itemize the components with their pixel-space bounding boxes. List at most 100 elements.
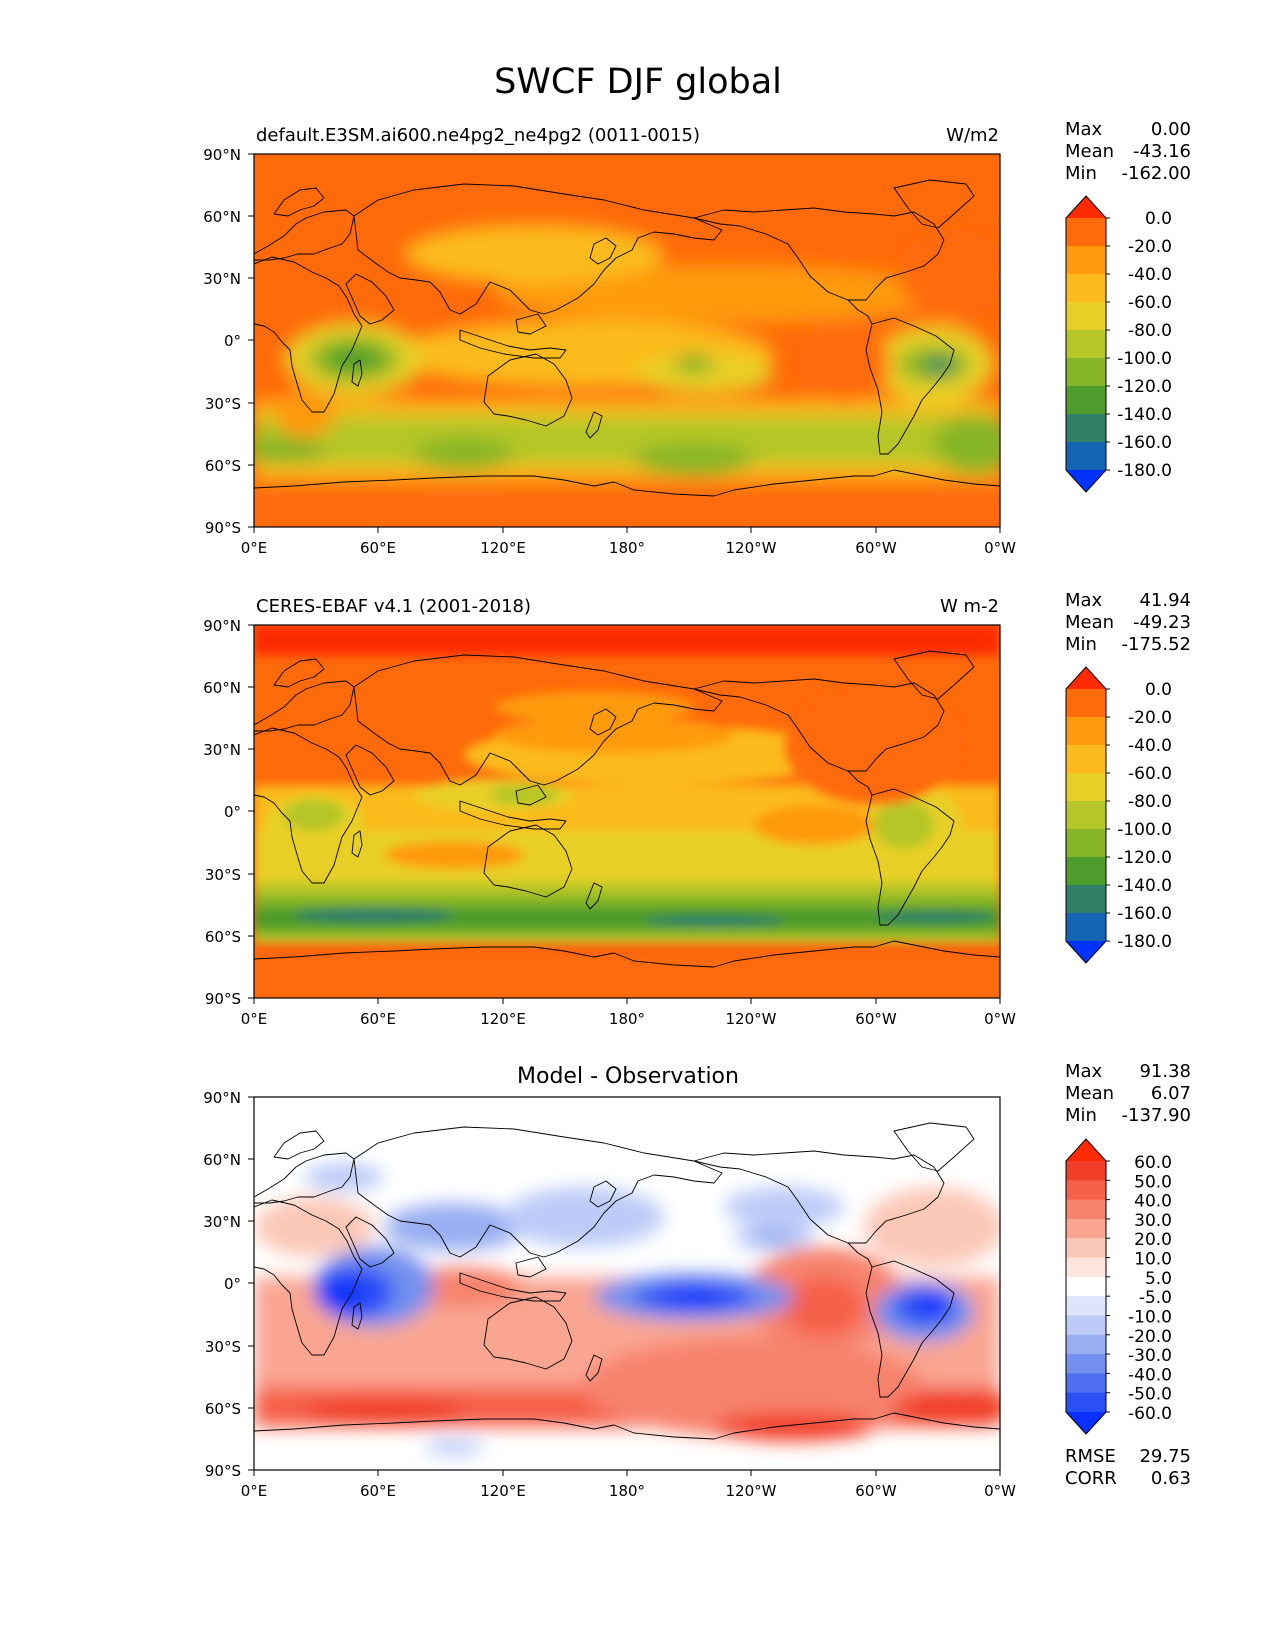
stat-value-rmse: 29.75 <box>1139 1446 1191 1467</box>
colorbar-segment <box>1066 1180 1106 1201</box>
colorbar-segment <box>1066 1276 1106 1297</box>
colorbar-segment <box>1066 1199 1106 1220</box>
colorbar-tick-label: -160.0 <box>1117 433 1172 453</box>
stat-label-min: Min <box>1065 634 1097 655</box>
panel-test: default.E3SM.ai600.ne4pg2_ne4pg2 (0011-0… <box>203 119 1191 557</box>
panel-reference: CERES-EBAF v4.1 (2001-2018) W m-2 <box>203 590 1191 1028</box>
map-difference-field <box>254 1097 1000 1455</box>
colorbar-tick-label: -5.0 <box>1139 1288 1172 1308</box>
colorbar-segment <box>1066 885 1106 914</box>
x-tick-label: 120°E <box>480 1482 526 1500</box>
x-tick-label: 180° <box>609 539 645 557</box>
colorbar-segment <box>1066 1161 1106 1181</box>
stat-value-mean: -49.23 <box>1133 612 1191 633</box>
colorbar-segment <box>1066 1354 1106 1374</box>
colorbar-segment <box>1066 1315 1106 1336</box>
colorbar-segment <box>1066 801 1106 830</box>
stat-label-mean: Mean <box>1065 612 1114 633</box>
colorbar-segment <box>1066 246 1106 275</box>
stat-value-mean: -43.16 <box>1133 141 1191 162</box>
x-tick-label: 120°W <box>726 539 777 557</box>
colorbar-tick-label: -10.0 <box>1128 1307 1172 1327</box>
map-test-x-axis: 0°E 60°E 120°E 180° 120°W 60°W 0°W <box>241 527 1016 557</box>
colorbar-segment <box>1066 829 1106 858</box>
colorbar-tick-label: -40.0 <box>1128 736 1172 756</box>
colorbar-segment <box>1066 1296 1106 1316</box>
x-tick-label: 0°W <box>984 1482 1016 1500</box>
x-tick-label: 60°W <box>855 1482 897 1500</box>
stat-label-min: Min <box>1065 1105 1097 1126</box>
x-tick-label: 0°E <box>241 539 268 557</box>
map-test <box>254 154 1000 527</box>
y-tick-label: 60°N <box>203 208 241 226</box>
y-tick-label: 60°S <box>205 1400 241 1418</box>
colorbar-reference: 0.0 -20.0 -40.0 -60.0 -80.0 -100.0 -120.0 -140.… <box>1065 666 1172 964</box>
colorbar-tick-label: 5.0 <box>1145 1269 1172 1289</box>
colorbar-tick-label: -120.0 <box>1117 848 1172 868</box>
stat-label-max: Max <box>1065 119 1103 140</box>
colorbar-tick-label: -100.0 <box>1117 349 1172 369</box>
colorbar-tick-label: -60.0 <box>1128 293 1172 313</box>
colorbar-segment <box>1066 1218 1106 1239</box>
stat-value-max: 0.00 <box>1151 119 1191 140</box>
colorbar-extend-max <box>1066 667 1106 689</box>
colorbar-segment <box>1066 330 1106 359</box>
y-tick-label: 60°N <box>203 1151 241 1169</box>
colorbar-segment <box>1066 773 1106 802</box>
x-tick-label: 0°E <box>241 1482 268 1500</box>
panel-reference-right-title: W m-2 <box>940 596 999 617</box>
y-tick-label: 30°S <box>205 395 241 413</box>
colorbar-tick-label: -120.0 <box>1117 377 1172 397</box>
colorbar-tick-label: -60.0 <box>1128 1404 1172 1424</box>
colorbar-tick-label: -140.0 <box>1117 876 1172 896</box>
stat-label-max: Max <box>1065 590 1103 611</box>
colorbar-tick-label: -20.0 <box>1128 708 1172 728</box>
colorbar-tick-label: -180.0 <box>1117 461 1172 481</box>
y-tick-label: 0° <box>224 1275 241 1293</box>
stat-value-mean: 6.07 <box>1151 1083 1191 1104</box>
stat-value-min: -137.90 <box>1122 1105 1191 1126</box>
colorbar-segment <box>1066 1257 1106 1278</box>
y-tick-label: 90°N <box>203 146 241 164</box>
colorbar-tick-label: 0.0 <box>1145 209 1172 229</box>
map-reference-x-axis: 0°E 60°E 120°E 180° 120°W 60°W 0°W <box>241 998 1016 1028</box>
colorbar-segment <box>1066 386 1106 415</box>
y-tick-label: 90°S <box>205 990 241 1008</box>
y-tick-label: 0° <box>224 332 241 350</box>
stat-label-rmse: RMSE <box>1065 1446 1116 1467</box>
panel-test-right-title: W/m2 <box>946 125 999 146</box>
colorbar-segment <box>1066 1334 1106 1355</box>
colorbar-extend-min <box>1066 1412 1106 1434</box>
y-tick-label: 90°N <box>203 1089 241 1107</box>
colorbar-tick-label: -30.0 <box>1128 1346 1172 1366</box>
y-tick-label: 30°N <box>203 741 241 759</box>
stat-label-min: Min <box>1065 163 1097 184</box>
colorbar-tick-label: 20.0 <box>1134 1230 1172 1250</box>
panel-reference-left-title: CERES-EBAF v4.1 (2001-2018) <box>256 596 531 617</box>
colorbar-tick-label: -80.0 <box>1128 792 1172 812</box>
y-tick-label: 30°N <box>203 270 241 288</box>
figure-title: SWCF DJF global <box>494 62 782 102</box>
map-difference-y-axis: 90°N 60°N 30°N 0° 30°S 60°S 90°S <box>203 1089 254 1480</box>
y-tick-label: 90°S <box>205 519 241 537</box>
colorbar-extend-max <box>1066 196 1106 218</box>
colorbar-segment <box>1066 274 1106 303</box>
map-reference-field <box>254 625 1000 998</box>
colorbar-difference: 60.050.040.030.020.010.05.0-5.0-10.0-20.… <box>1065 1138 1172 1435</box>
y-tick-label: 60°N <box>203 679 241 697</box>
colorbar-test: 0.0 -20.0 -40.0 -60.0 -80.0 -100.0 -120.0 -140.… <box>1065 195 1172 493</box>
colorbar-extend-max <box>1066 1139 1106 1161</box>
stat-label-corr: CORR <box>1065 1468 1117 1489</box>
colorbar-segment <box>1066 302 1106 331</box>
x-tick-label: 180° <box>609 1010 645 1028</box>
colorbar-segment <box>1066 1238 1106 1259</box>
x-tick-label: 60°E <box>360 1010 396 1028</box>
colorbar-segment <box>1066 745 1106 774</box>
x-tick-label: 120°E <box>480 1010 526 1028</box>
map-test-y-axis: 90°N 60°N 30°N 0° 30°S 60°S 90°S <box>203 146 254 537</box>
stat-value-corr: 0.63 <box>1151 1468 1191 1489</box>
x-tick-label: 60°W <box>855 1010 897 1028</box>
colorbar-extend-min <box>1066 941 1106 963</box>
colorbar-segment <box>1066 1373 1106 1394</box>
map-test-field <box>254 224 1000 527</box>
